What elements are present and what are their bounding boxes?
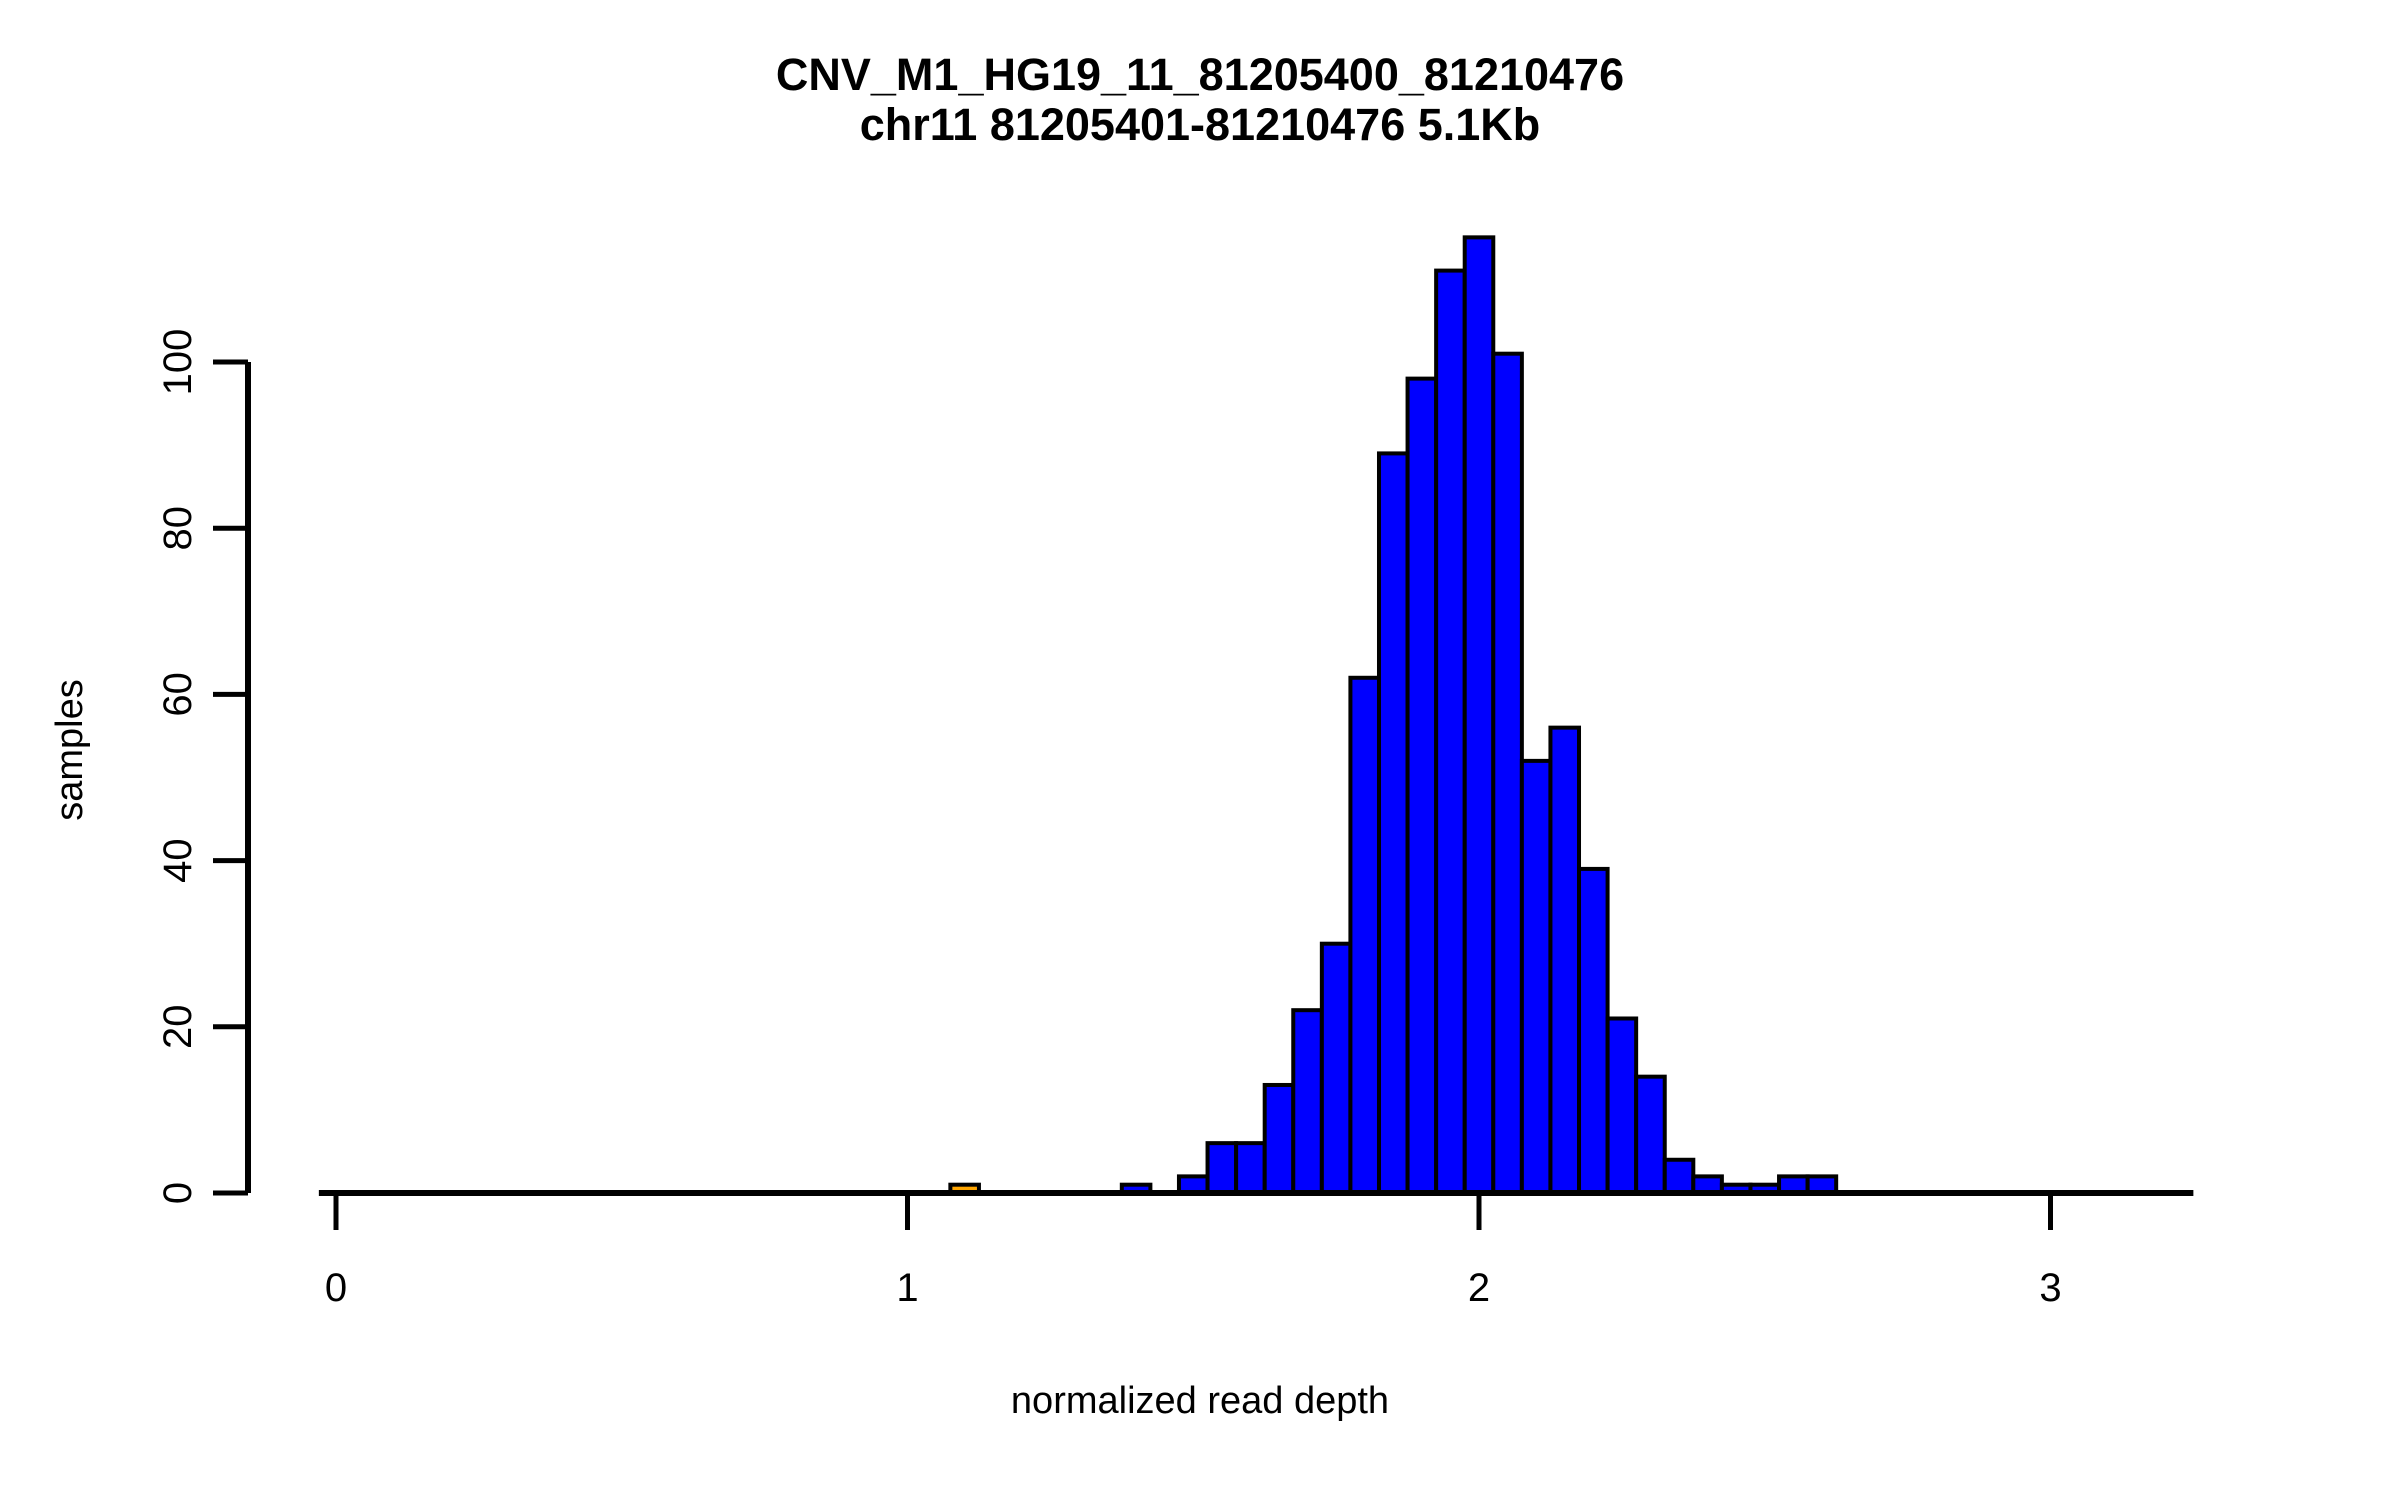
tick-labels-layer: 0 20 40 60 80 100 0 1 2 3	[156, 329, 2062, 1310]
y-axis-tick-label: 20	[156, 1005, 200, 1050]
histogram-bar	[1519, 758, 1553, 1195]
x-axis-tick-label: 2	[1468, 1266, 1490, 1310]
histogram-bar	[1462, 235, 1496, 1196]
x-axis-tick-label: 1	[896, 1266, 918, 1310]
histogram-bar	[1234, 1141, 1267, 1196]
histogram-bar	[1291, 1008, 1324, 1195]
chart-title-line-1: CNV_M1_HG19_11_81205400_81210476	[775, 49, 1625, 100]
x-axis-label: normalized read depth	[1010, 1380, 1390, 1422]
y-axis-tick-label: 80	[156, 506, 200, 551]
y-axis-tick-label: 40	[156, 838, 200, 883]
bars-layer	[948, 235, 1839, 1196]
histogram-bar	[1262, 1082, 1296, 1195]
histogram-bar	[1319, 941, 1353, 1196]
histogram-bar	[1634, 1074, 1667, 1196]
y-axis-tick-label: 0	[156, 1182, 200, 1204]
histogram-bar	[1577, 866, 1610, 1195]
x-axis-tick-label: 0	[325, 1266, 347, 1310]
histogram-bar	[1662, 1157, 1696, 1196]
histogram-bar	[1376, 451, 1410, 1196]
histogram-bar	[1605, 1016, 1639, 1195]
y-axis-tick-label: 100	[156, 329, 200, 396]
histogram-bar	[1434, 268, 1467, 1195]
histogram-bar	[1491, 351, 1524, 1195]
histogram-bar	[1405, 376, 1439, 1195]
y-axis-tick-label: 60	[156, 672, 200, 717]
histogram-bar	[1348, 675, 1381, 1195]
x-axis-tick-label: 3	[2039, 1266, 2061, 1310]
axis-layer	[213, 359, 2194, 1230]
chart-title-line-2: chr11 81205401-81210476 5.1Kb	[859, 99, 1541, 151]
chart-title: CNV_M1_HG19_11_81205400_81210476 chr11 8…	[0, 49, 2400, 151]
y-axis-label: samples	[49, 679, 91, 821]
histogram-bar	[1205, 1141, 1239, 1196]
histogram-bar	[1548, 725, 1582, 1195]
